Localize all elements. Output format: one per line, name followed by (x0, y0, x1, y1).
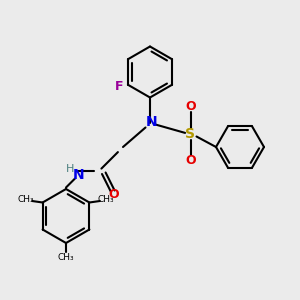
Text: S: S (185, 127, 196, 140)
Text: CH₃: CH₃ (58, 254, 74, 262)
Text: N: N (146, 115, 157, 128)
Text: O: O (185, 154, 196, 167)
Text: O: O (109, 188, 119, 202)
Text: F: F (115, 80, 124, 93)
Text: CH₃: CH₃ (18, 195, 34, 204)
Text: O: O (185, 100, 196, 113)
Text: H: H (66, 164, 75, 175)
Text: N: N (73, 168, 84, 182)
Text: CH₃: CH₃ (98, 195, 114, 204)
